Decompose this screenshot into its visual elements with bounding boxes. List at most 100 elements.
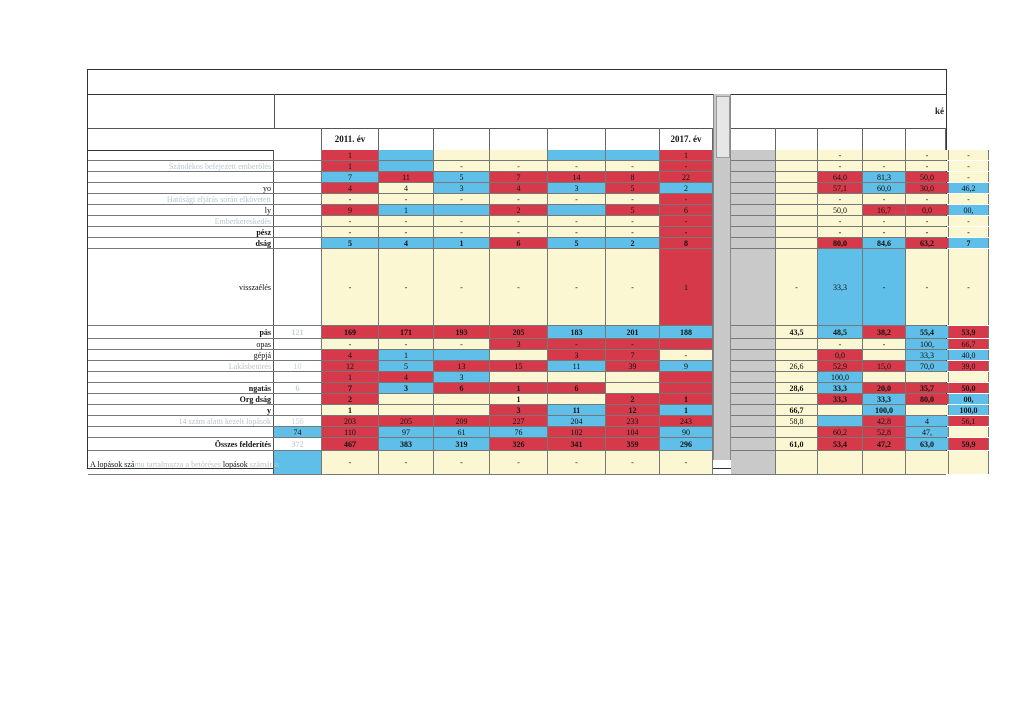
row-label: yo xyxy=(88,183,274,193)
table-cell: - xyxy=(660,194,713,204)
group-header-label: ké xyxy=(935,106,944,116)
table-cell: - xyxy=(818,194,863,204)
table-cell: - xyxy=(863,249,906,325)
table-cell: - xyxy=(906,194,949,204)
table-cell: 156 xyxy=(274,416,322,426)
table-cell xyxy=(274,216,322,226)
footnote-faint: mu tartalmazza a betöréses xyxy=(134,460,221,469)
table-cell: 46,2 xyxy=(949,183,989,193)
table-cell xyxy=(660,372,713,382)
table-cell: 5 xyxy=(379,361,434,371)
table-cell: 40,0 xyxy=(949,350,989,360)
table-cell: 53,9 xyxy=(949,326,989,338)
table-cell: - xyxy=(863,194,906,204)
vertical-scrollbar[interactable] xyxy=(713,94,731,460)
table-cell xyxy=(274,451,322,474)
table-cell: 2 xyxy=(606,238,660,248)
table-cell: 100, xyxy=(906,339,949,349)
table-cell: 66,7 xyxy=(949,339,989,349)
table-cell: 33,3 xyxy=(906,350,949,360)
table-cell xyxy=(731,451,776,474)
table-row: ------- xyxy=(88,451,989,475)
table-cell: 1 xyxy=(322,150,379,160)
table-cell: 47, xyxy=(906,427,949,437)
table-cell xyxy=(949,451,989,474)
row-label: Lakásbetörés xyxy=(88,361,274,371)
table-cell: 467 xyxy=(322,438,379,450)
table-row: opas - - -3- - - -100, 66,7 xyxy=(88,339,989,350)
table-cell: 100,0 xyxy=(949,405,989,415)
table-cell: 5 xyxy=(548,238,606,248)
row-label: y xyxy=(88,405,274,415)
table-cell: - xyxy=(818,216,863,226)
table-cell: 33,3 xyxy=(818,249,863,325)
row-label: ngatás xyxy=(88,383,274,393)
table-cell: 7 xyxy=(606,350,660,360)
table-cell: - xyxy=(379,216,434,226)
table-cell: - xyxy=(322,339,379,349)
footnote-mid: lopások xyxy=(220,460,248,469)
table-cell xyxy=(818,405,863,415)
table-cell: 50,0 xyxy=(906,172,949,182)
row-label xyxy=(88,451,274,474)
table-cell xyxy=(731,339,776,349)
table-cell: 42,8 xyxy=(863,416,906,426)
table-cell: 4 xyxy=(490,183,548,193)
table-cell: - xyxy=(863,216,906,226)
table-cell xyxy=(274,150,322,160)
table-cell: 3 xyxy=(548,183,606,193)
table-cell xyxy=(731,438,776,450)
row-label: ly xyxy=(88,205,274,215)
row-label: Emberkereskedés xyxy=(88,216,274,226)
table-row: visszaélés - - - - - -1-33,3- - - xyxy=(88,249,989,326)
table-cell xyxy=(776,451,818,474)
table-cell: 50,0 xyxy=(818,205,863,215)
table-cell xyxy=(548,205,606,215)
scrollbar-thumb[interactable] xyxy=(716,96,730,158)
year-header-2 xyxy=(379,128,434,150)
table-cell xyxy=(379,394,434,404)
table-cell: 1 xyxy=(379,350,434,360)
table-cell xyxy=(434,405,490,415)
table-cell: 7 xyxy=(322,172,379,182)
table-cell: - xyxy=(660,451,713,474)
table-cell xyxy=(731,326,776,338)
row-label: gépjá xyxy=(88,350,274,360)
table-cell: - xyxy=(776,249,818,325)
table-cell: - xyxy=(379,339,434,349)
table-cell xyxy=(731,150,776,160)
table-cell: - xyxy=(490,161,548,171)
table-cell xyxy=(731,172,776,182)
table-cell xyxy=(731,416,776,426)
table-cell: 58,8 xyxy=(776,416,818,426)
table-cell: 11 xyxy=(548,405,606,415)
table-cell xyxy=(818,451,863,474)
table-cell: 4 xyxy=(379,238,434,248)
table-cell: 48,5 xyxy=(818,326,863,338)
footnote: A lopások számu tartalmazza a betöréses … xyxy=(90,460,279,469)
table-cell xyxy=(548,372,606,382)
table-cell: - xyxy=(379,451,434,474)
table-row: 1 4 3 100,0 xyxy=(88,372,989,383)
table-cell xyxy=(490,150,548,160)
table-cell: - xyxy=(434,451,490,474)
table-cell xyxy=(949,427,989,437)
table-cell: 4 xyxy=(322,183,379,193)
footnote-prefix: A lopások szá xyxy=(90,460,135,469)
table-cell: - xyxy=(949,161,989,171)
table-cell: 57,1 xyxy=(818,183,863,193)
table-cell: - xyxy=(863,161,906,171)
table-cell xyxy=(731,361,776,371)
table-cell: - xyxy=(434,194,490,204)
table-cell: 11 xyxy=(379,172,434,182)
table-cell: - xyxy=(660,227,713,237)
table-cell xyxy=(731,249,776,325)
row-label: visszaélés xyxy=(88,249,274,325)
table-cell: - xyxy=(660,161,713,171)
table-row: 14 szám alatti kezelt lopások 156 203 205 20… xyxy=(88,416,989,427)
table-cell: 104 xyxy=(606,427,660,437)
year-header-13 xyxy=(906,128,946,150)
table-cell: 243 xyxy=(660,416,713,426)
table-cell: 204 xyxy=(548,416,606,426)
